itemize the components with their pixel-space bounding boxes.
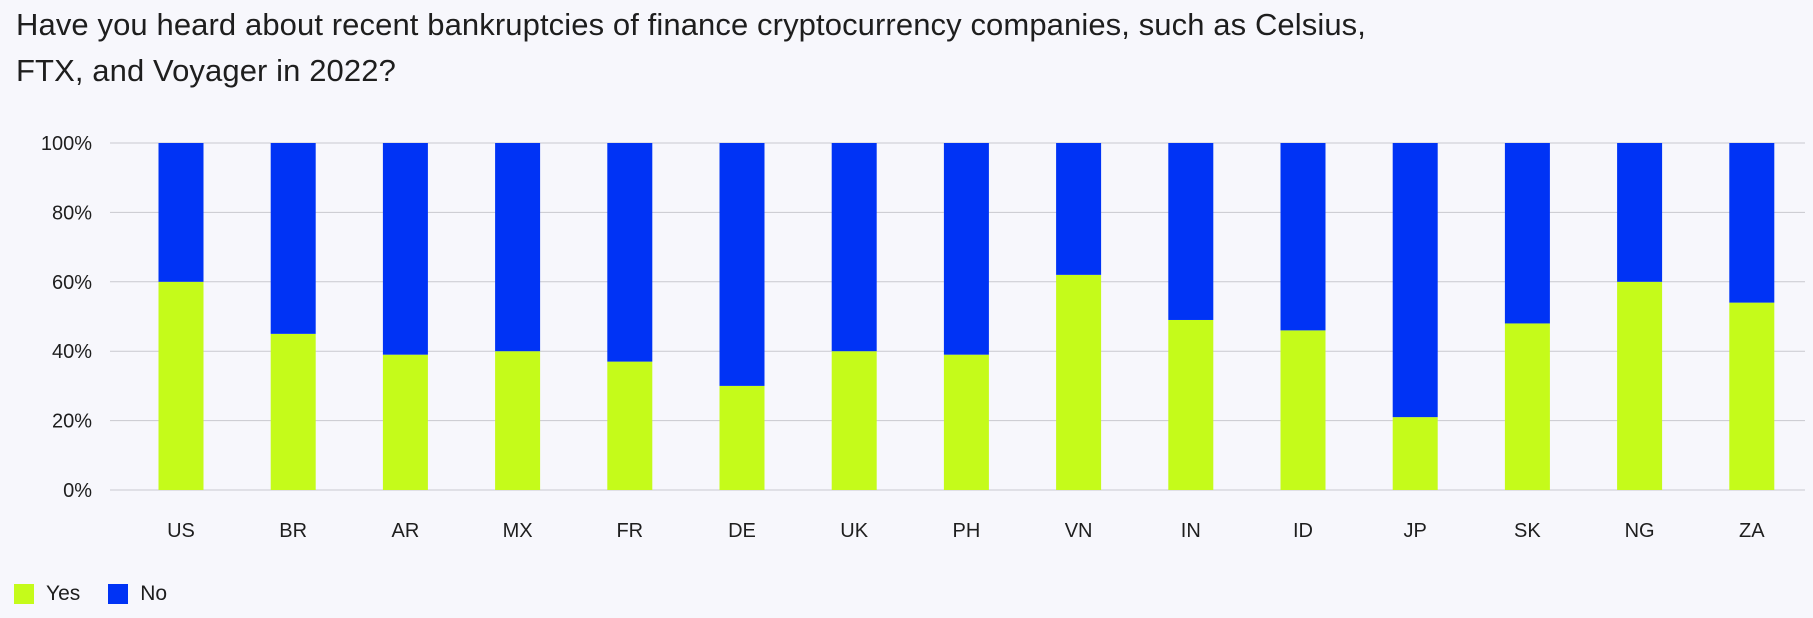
bar-no-de bbox=[719, 143, 765, 386]
y-tick-label-100: 100% bbox=[41, 133, 92, 155]
y-tick-label-40: 40% bbox=[52, 341, 92, 363]
bar-yes-uk bbox=[831, 351, 877, 490]
bar-no-us bbox=[158, 143, 204, 282]
bar-yes-sk bbox=[1504, 323, 1550, 490]
bar-no-vn bbox=[1056, 143, 1102, 275]
bar-yes-id bbox=[1280, 330, 1326, 490]
bars bbox=[158, 143, 1775, 490]
x-tick-label-mx: MX bbox=[503, 520, 533, 542]
legend-item-yes: Yes bbox=[14, 582, 80, 606]
legend-label-yes: Yes bbox=[46, 582, 81, 605]
legend: Yes No bbox=[14, 582, 195, 606]
bar-yes-in bbox=[1168, 319, 1214, 490]
bar-no-sk bbox=[1504, 143, 1550, 324]
bar-no-ar bbox=[382, 143, 428, 355]
legend-item-no: No bbox=[108, 582, 167, 606]
bar-yes-za bbox=[1729, 302, 1775, 490]
x-tick-label-ar: AR bbox=[392, 520, 420, 542]
y-axis: 0% 20% 40% 60% 80% 100% bbox=[41, 133, 92, 502]
bar-no-fr bbox=[607, 143, 653, 362]
legend-label-no: No bbox=[140, 582, 168, 605]
bar-no-ng bbox=[1617, 143, 1663, 282]
bar-no-jp bbox=[1392, 143, 1438, 418]
bar-no-in bbox=[1168, 143, 1214, 320]
x-tick-label-fr: FR bbox=[616, 520, 643, 542]
x-tick-label-us: US bbox=[167, 520, 195, 542]
x-tick-label-za: ZA bbox=[1739, 520, 1765, 542]
x-tick-label-uk: UK bbox=[840, 520, 868, 542]
bar-yes-de bbox=[719, 385, 765, 490]
bar-yes-ng bbox=[1617, 281, 1663, 490]
x-axis: US BR AR MX FR DE UK PH VN IN ID JP SK NG ZA bbox=[167, 520, 1765, 542]
x-tick-label-jp: JP bbox=[1404, 520, 1427, 542]
bar-yes-fr bbox=[607, 361, 653, 490]
x-tick-label-ph: PH bbox=[953, 520, 981, 542]
x-tick-label-br: BR bbox=[279, 520, 307, 542]
bar-no-id bbox=[1280, 143, 1326, 331]
x-tick-label-id: ID bbox=[1293, 520, 1313, 542]
bar-yes-us bbox=[158, 281, 204, 490]
bar-yes-vn bbox=[1056, 274, 1102, 490]
bar-yes-jp bbox=[1392, 417, 1438, 490]
bar-yes-mx bbox=[495, 351, 541, 490]
x-tick-label-vn: VN bbox=[1065, 520, 1093, 542]
x-tick-label-ng: NG bbox=[1625, 520, 1655, 542]
bar-no-mx bbox=[495, 143, 541, 352]
bar-no-ph bbox=[943, 143, 989, 355]
bar-no-za bbox=[1729, 143, 1775, 303]
y-tick-label-0: 0% bbox=[63, 480, 92, 502]
y-tick-label-20: 20% bbox=[52, 411, 92, 433]
y-tick-label-80: 80% bbox=[52, 202, 92, 224]
chart-title: Have you heard about recent bankruptcies… bbox=[16, 7, 1366, 88]
x-tick-label-de: DE bbox=[728, 520, 756, 542]
x-tick-label-sk: SK bbox=[1514, 520, 1541, 542]
y-tick-label-60: 60% bbox=[52, 272, 92, 294]
bar-yes-ph bbox=[943, 354, 989, 490]
bar-no-br bbox=[270, 143, 316, 334]
x-tick-label-in: IN bbox=[1181, 520, 1201, 542]
bar-yes-ar bbox=[382, 354, 428, 490]
legend-swatch-yes bbox=[14, 584, 34, 604]
bar-no-uk bbox=[831, 143, 877, 352]
legend-swatch-no bbox=[108, 584, 129, 604]
bar-yes-br bbox=[270, 333, 316, 490]
